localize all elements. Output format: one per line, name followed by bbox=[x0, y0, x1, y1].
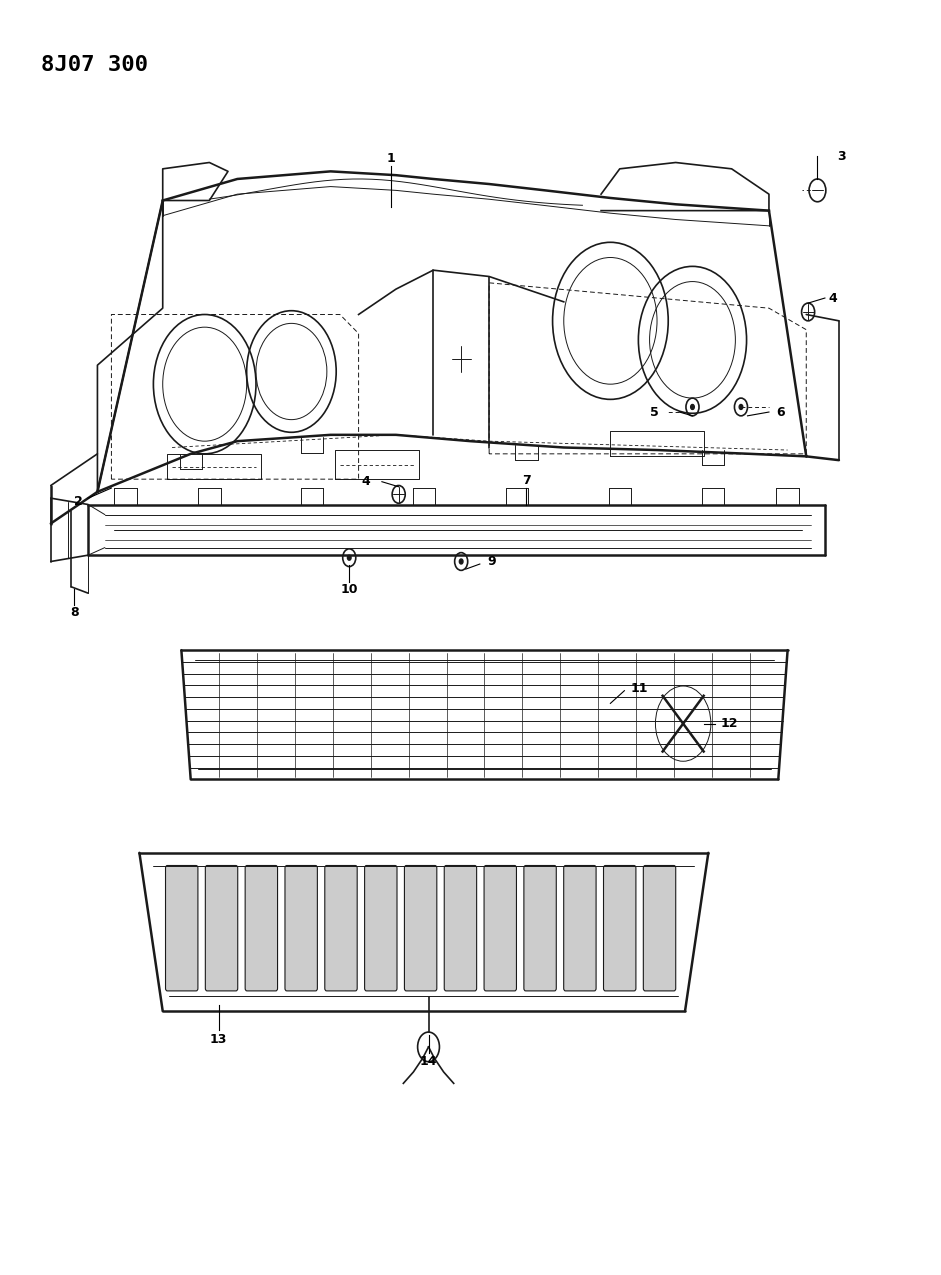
Text: 1: 1 bbox=[387, 152, 395, 166]
Circle shape bbox=[691, 404, 694, 409]
Text: 7: 7 bbox=[522, 474, 531, 487]
FancyBboxPatch shape bbox=[246, 866, 278, 991]
FancyBboxPatch shape bbox=[205, 866, 238, 991]
FancyBboxPatch shape bbox=[564, 866, 596, 991]
FancyBboxPatch shape bbox=[285, 866, 317, 991]
Text: 2: 2 bbox=[74, 496, 83, 509]
Text: 12: 12 bbox=[721, 717, 738, 731]
Text: 14: 14 bbox=[420, 1056, 438, 1068]
FancyBboxPatch shape bbox=[166, 866, 198, 991]
FancyBboxPatch shape bbox=[405, 866, 437, 991]
FancyBboxPatch shape bbox=[524, 866, 556, 991]
Text: 13: 13 bbox=[210, 1033, 228, 1045]
Text: 5: 5 bbox=[650, 405, 659, 418]
FancyBboxPatch shape bbox=[603, 866, 636, 991]
Text: 8J07 300: 8J07 300 bbox=[41, 55, 149, 75]
FancyBboxPatch shape bbox=[444, 866, 477, 991]
Circle shape bbox=[739, 404, 742, 409]
Text: 11: 11 bbox=[630, 682, 648, 695]
Circle shape bbox=[459, 558, 463, 564]
FancyBboxPatch shape bbox=[364, 866, 397, 991]
Text: 8: 8 bbox=[70, 606, 78, 618]
Text: 9: 9 bbox=[487, 555, 496, 567]
Text: 10: 10 bbox=[341, 583, 358, 595]
FancyBboxPatch shape bbox=[325, 866, 358, 991]
FancyBboxPatch shape bbox=[644, 866, 676, 991]
Text: 3: 3 bbox=[837, 149, 846, 163]
Text: 4: 4 bbox=[829, 292, 837, 305]
FancyBboxPatch shape bbox=[484, 866, 517, 991]
Text: 4: 4 bbox=[361, 476, 370, 488]
Circle shape bbox=[347, 555, 351, 560]
Text: 6: 6 bbox=[776, 405, 785, 418]
